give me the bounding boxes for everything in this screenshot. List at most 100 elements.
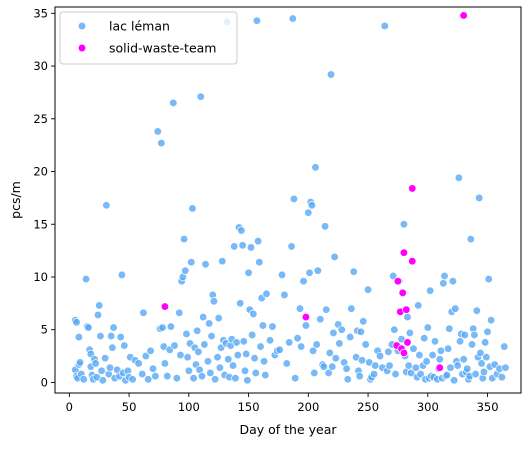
data-point bbox=[301, 312, 311, 322]
y-tick-label: 15 bbox=[33, 217, 48, 231]
data-point bbox=[435, 363, 444, 372]
data-point bbox=[218, 257, 227, 266]
data-point bbox=[403, 312, 412, 322]
data-point bbox=[342, 364, 351, 373]
data-point bbox=[328, 362, 337, 371]
data-point bbox=[442, 370, 452, 380]
data-point bbox=[138, 369, 147, 379]
data-point bbox=[326, 70, 336, 79]
data-point bbox=[313, 266, 323, 275]
data-point bbox=[369, 369, 379, 379]
data-point bbox=[481, 338, 490, 347]
y-axis-ticks: 0 5 10 15 20 25 30 35 bbox=[33, 6, 55, 389]
x-tick-label: 350 bbox=[477, 400, 499, 414]
legend-label-solid-waste-team: solid-waste-team bbox=[109, 41, 216, 56]
data-point bbox=[455, 337, 465, 346]
data-point bbox=[501, 363, 510, 372]
data-point bbox=[445, 324, 454, 333]
data-point bbox=[160, 359, 170, 368]
data-point bbox=[224, 355, 233, 364]
data-point bbox=[256, 342, 265, 351]
data-point bbox=[259, 357, 269, 366]
y-tick-label: 5 bbox=[41, 323, 48, 337]
data-point bbox=[454, 173, 464, 183]
data-point bbox=[93, 310, 103, 320]
data-point bbox=[253, 236, 263, 246]
data-point bbox=[319, 362, 329, 371]
x-tick-label: 50 bbox=[122, 400, 137, 414]
data-point bbox=[409, 344, 418, 353]
data-point bbox=[349, 267, 358, 276]
data-point bbox=[188, 204, 197, 213]
data-point bbox=[411, 363, 421, 372]
data-point bbox=[215, 363, 225, 372]
data-point bbox=[347, 304, 356, 313]
data-point bbox=[403, 338, 412, 347]
data-point bbox=[385, 361, 394, 370]
x-tick-label: 250 bbox=[357, 400, 379, 414]
data-point bbox=[484, 274, 493, 284]
data-point bbox=[163, 371, 172, 381]
data-point bbox=[275, 345, 284, 354]
data-point bbox=[287, 242, 296, 251]
data-point bbox=[371, 361, 380, 370]
data-point bbox=[291, 374, 300, 383]
data-point bbox=[399, 348, 409, 358]
data-point bbox=[172, 374, 182, 383]
data-point bbox=[244, 268, 253, 277]
data-point bbox=[252, 16, 262, 25]
data-point bbox=[107, 331, 116, 341]
data-point bbox=[148, 364, 158, 373]
data-point bbox=[479, 367, 489, 377]
series-1 bbox=[160, 11, 468, 372]
data-point bbox=[322, 305, 331, 314]
data-point bbox=[182, 329, 191, 339]
data-point bbox=[356, 327, 366, 336]
y-tick-label: 35 bbox=[33, 6, 48, 20]
data-point bbox=[238, 241, 247, 250]
data-point bbox=[166, 322, 176, 331]
data-point bbox=[463, 364, 472, 373]
legend: lac léman solid-waste-team bbox=[59, 11, 238, 65]
data-point bbox=[406, 368, 416, 378]
data-point bbox=[402, 305, 411, 314]
plot-frame bbox=[54, 6, 522, 394]
data-point bbox=[459, 11, 468, 20]
data-point bbox=[435, 355, 444, 364]
data-point bbox=[296, 342, 306, 351]
data-point bbox=[268, 322, 277, 331]
data-point bbox=[117, 270, 127, 280]
data-point bbox=[184, 366, 193, 376]
data-point bbox=[398, 288, 407, 297]
data-point bbox=[320, 222, 330, 231]
data-point bbox=[430, 337, 440, 346]
data-point bbox=[475, 193, 484, 203]
data-point bbox=[237, 226, 246, 235]
data-point bbox=[295, 304, 305, 313]
data-point bbox=[207, 331, 216, 341]
data-point bbox=[214, 313, 223, 323]
data-point bbox=[361, 340, 370, 349]
data-point bbox=[422, 357, 431, 366]
data-point bbox=[261, 370, 270, 380]
data-point bbox=[310, 368, 319, 378]
data-point bbox=[311, 163, 320, 172]
data-point bbox=[194, 347, 203, 357]
data-point bbox=[250, 354, 259, 363]
data-point bbox=[384, 347, 393, 357]
data-point bbox=[81, 274, 91, 284]
data-point bbox=[436, 346, 446, 355]
legend-marker-lac-leman bbox=[77, 21, 87, 31]
data-point bbox=[181, 266, 190, 275]
data-point bbox=[486, 316, 496, 325]
data-point bbox=[393, 277, 403, 286]
series-0 bbox=[71, 14, 510, 385]
data-point bbox=[251, 368, 260, 378]
data-point bbox=[299, 277, 308, 286]
data-point bbox=[331, 354, 340, 363]
data-point bbox=[175, 308, 184, 318]
data-point bbox=[408, 184, 417, 193]
data-point bbox=[476, 348, 485, 358]
data-point bbox=[144, 375, 153, 384]
data-point bbox=[329, 328, 338, 338]
